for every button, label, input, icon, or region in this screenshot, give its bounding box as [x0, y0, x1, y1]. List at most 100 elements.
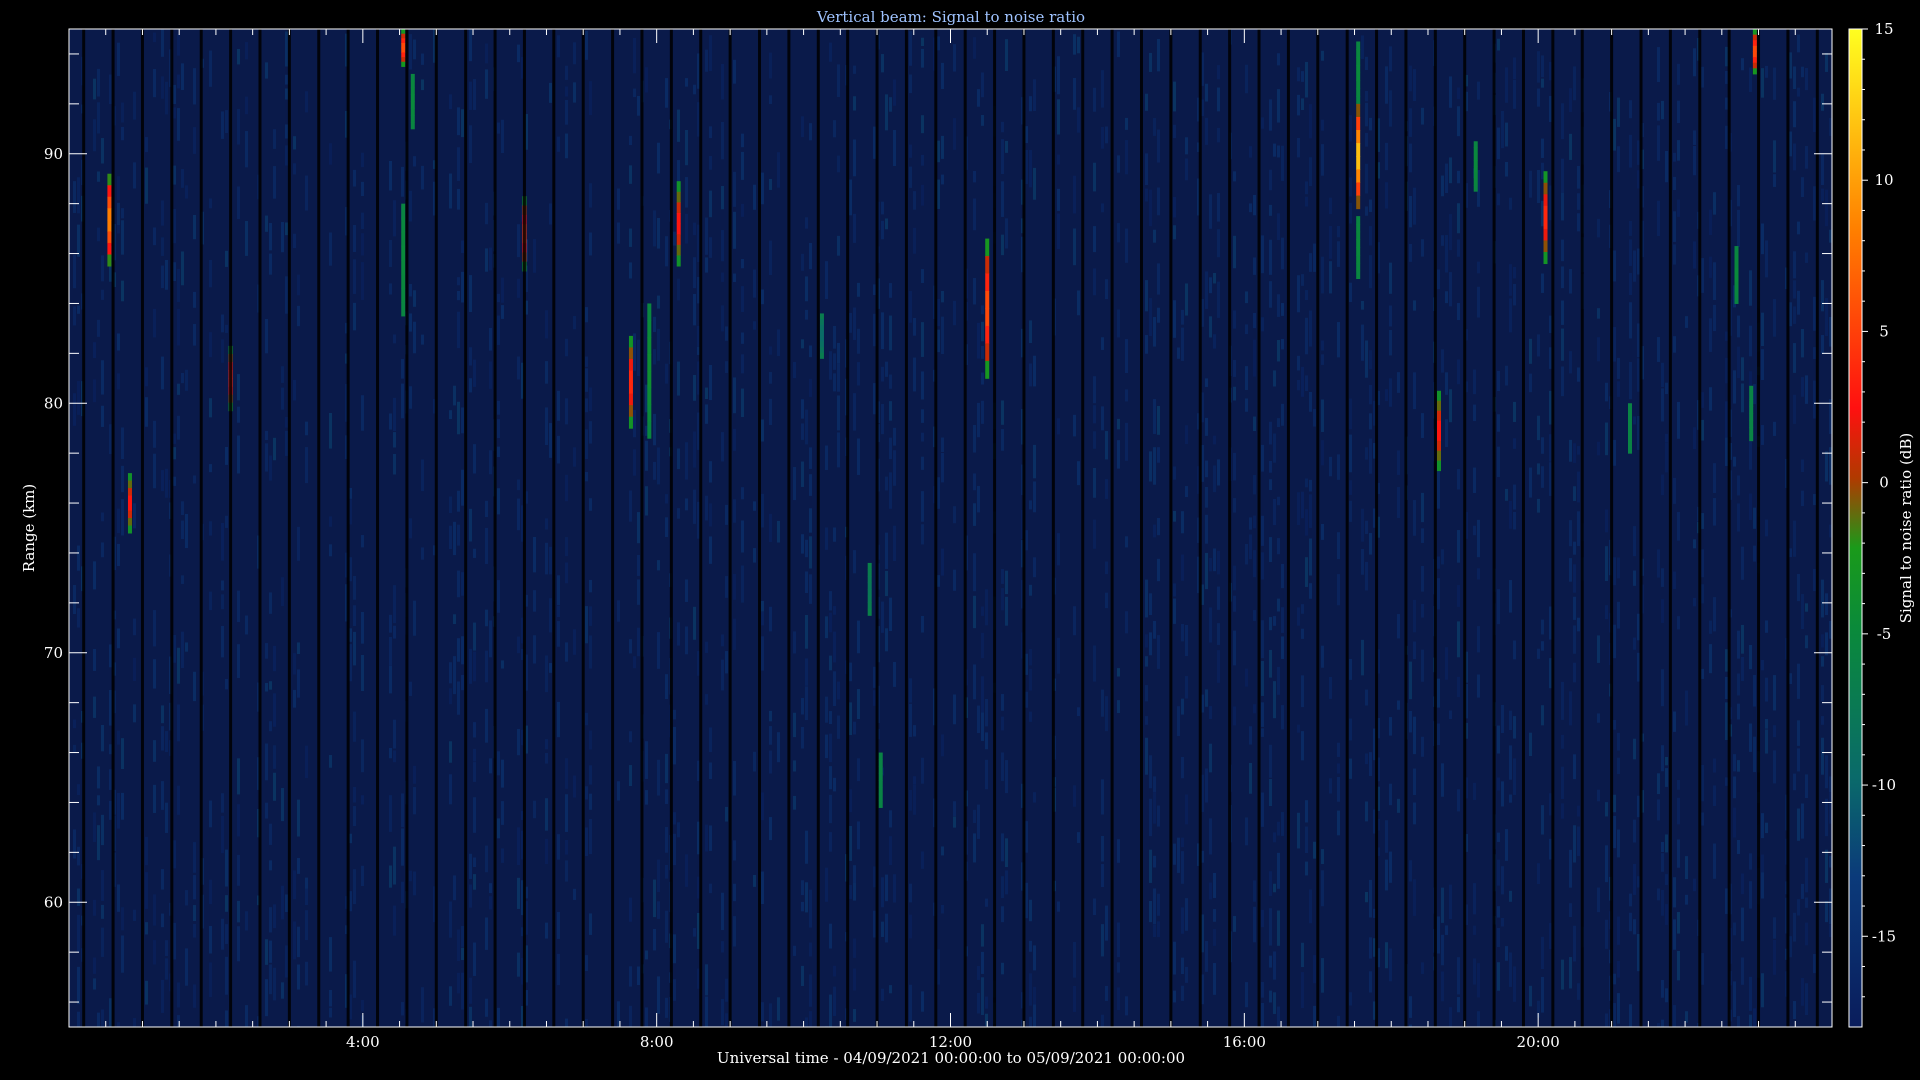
- gap-stripe: [1668, 29, 1672, 1027]
- noise-cell: [225, 110, 228, 134]
- noise-cell: [637, 512, 640, 544]
- noise-cell: [1273, 499, 1276, 526]
- noise-cell: [161, 705, 164, 724]
- noise-cell: [1541, 437, 1544, 454]
- noise-cell: [825, 261, 828, 299]
- noise-cell: [873, 284, 876, 296]
- noise-cell: [709, 883, 712, 894]
- noise-cell: [221, 314, 224, 333]
- noise-cell: [565, 758, 568, 789]
- noise-cell: [801, 399, 804, 419]
- noise-cell: [1633, 919, 1636, 935]
- noise-cell: [1569, 88, 1572, 113]
- echo-mark: [1356, 270, 1361, 279]
- noise-cell: [221, 522, 224, 561]
- noise-cell: [1793, 520, 1796, 557]
- noise-cell: [177, 74, 180, 89]
- echo-mark: [867, 589, 872, 597]
- noise-cell: [161, 200, 164, 226]
- noise-cell: [273, 967, 276, 1001]
- noise-cell: [1025, 530, 1028, 551]
- noise-cell: [293, 653, 296, 675]
- noise-cell: [697, 501, 700, 539]
- noise-cell: [1673, 919, 1676, 950]
- gap-stripe: [1139, 29, 1143, 1027]
- noise-cell: [421, 53, 424, 65]
- noise-cell: [1765, 240, 1768, 278]
- noise-cell: [629, 262, 632, 279]
- noise-cell: [1073, 785, 1076, 807]
- noise-cell: [697, 325, 700, 347]
- noise-cell: [973, 553, 976, 592]
- noise-cell: [1637, 140, 1640, 165]
- noise-cell: [273, 904, 276, 929]
- noise-cell: [421, 79, 424, 91]
- noise-cell: [1741, 546, 1744, 580]
- noise-cell: [1365, 91, 1368, 102]
- noise-cell: [733, 171, 736, 207]
- noise-cell: [1617, 381, 1620, 397]
- noise-cell: [1813, 380, 1816, 419]
- noise-cell: [457, 147, 460, 181]
- noise-cell: [1613, 327, 1616, 362]
- noise-cell: [489, 896, 492, 910]
- noise-cell: [1201, 914, 1204, 953]
- noise-cell: [1789, 548, 1792, 558]
- noise-cell: [617, 188, 620, 210]
- noise-cell: [1541, 138, 1544, 158]
- noise-cell: [665, 827, 668, 853]
- noise-cell: [809, 378, 812, 397]
- noise-cell: [1665, 756, 1668, 766]
- noise-cell: [657, 759, 660, 796]
- noise-cell: [1117, 309, 1120, 338]
- noise-cell: [853, 307, 856, 340]
- noise-cell: [793, 795, 796, 810]
- noise-cell: [393, 846, 396, 885]
- noise-cell: [1737, 315, 1740, 338]
- noise-cell: [617, 222, 620, 244]
- noise-cell: [545, 518, 548, 530]
- noise-cell: [889, 437, 892, 460]
- echo-mark: [878, 759, 883, 767]
- noise-cell: [1101, 689, 1104, 717]
- noise-cell: [769, 346, 772, 355]
- noise-cell: [193, 127, 196, 154]
- noise-cell: [953, 801, 956, 817]
- noise-cell: [1245, 324, 1248, 335]
- noise-cell: [1473, 958, 1476, 985]
- noise-cell: [1249, 762, 1252, 794]
- noise-cell: [77, 784, 80, 796]
- gap-stripe: [317, 29, 321, 1027]
- noise-cell: [665, 753, 668, 784]
- noise-cell: [921, 115, 924, 134]
- noise-cell: [421, 459, 424, 492]
- noise-cell: [1369, 879, 1372, 918]
- noise-cell: [1465, 834, 1468, 852]
- noise-cell: [685, 442, 688, 480]
- noise-cell: [585, 955, 588, 972]
- noise-cell: [73, 829, 76, 859]
- noise-cell: [469, 884, 472, 908]
- noise-cell: [1413, 716, 1416, 755]
- noise-cell: [1437, 269, 1440, 290]
- noise-cell: [1413, 879, 1416, 916]
- noise-cell: [1001, 752, 1004, 781]
- noise-cell: [1209, 743, 1212, 773]
- noise-cell: [629, 765, 632, 787]
- noise-cell: [1613, 250, 1616, 282]
- gap-stripe: [1639, 29, 1643, 1027]
- noise-cell: [1321, 354, 1324, 365]
- noise-cell: [1673, 176, 1676, 191]
- noise-cell: [449, 94, 452, 110]
- noise-cell: [1337, 322, 1340, 358]
- noise-cell: [853, 393, 856, 431]
- noise-cell: [1349, 177, 1352, 197]
- noise-cell: [1153, 229, 1156, 243]
- noise-cell: [1713, 498, 1716, 526]
- noise-cell: [1301, 71, 1304, 82]
- noise-cell: [269, 964, 272, 995]
- noise-cell: [1073, 985, 1076, 1012]
- noise-cell: [1657, 125, 1660, 161]
- noise-cell: [121, 738, 124, 769]
- noise-cell: [1541, 641, 1544, 651]
